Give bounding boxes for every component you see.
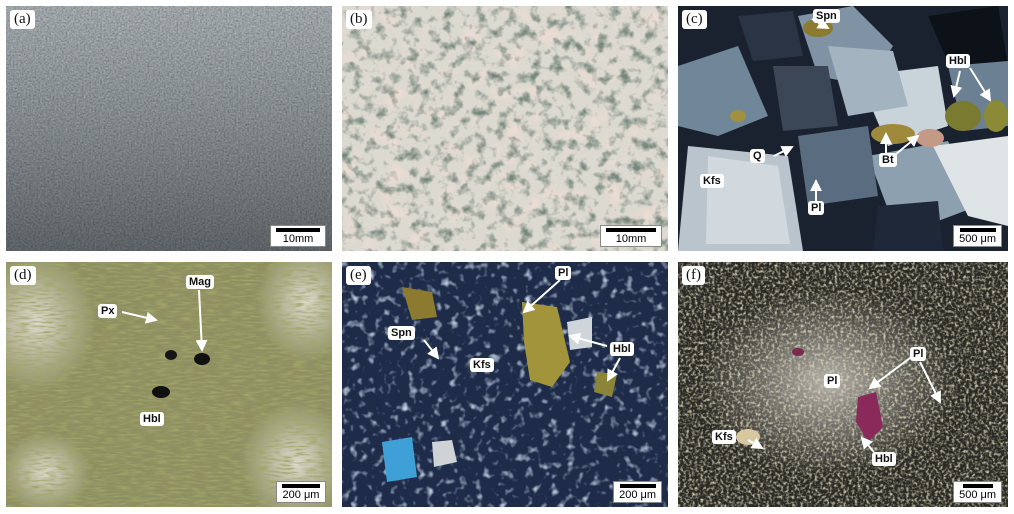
scale-bar: 200 μm — [613, 481, 662, 503]
scale-bar-label: 10mm — [282, 233, 314, 245]
annotation-pl: Pl — [808, 201, 825, 215]
panel-label: (f) — [682, 266, 705, 285]
scale-bar: 200 μm — [276, 481, 326, 503]
annotation-bt: Bt — [879, 153, 897, 167]
panel-b-image — [342, 6, 668, 251]
scale-bar: 500 μm — [953, 225, 1002, 247]
panel-f-image — [678, 262, 1008, 507]
annotation-pl: Pl — [824, 374, 841, 388]
scale-bar: 10mm — [600, 225, 662, 247]
scale-bar-label: 200 μm — [619, 489, 656, 501]
scale-bar: 10mm — [270, 225, 326, 247]
annotation-q: Q — [750, 149, 765, 163]
annotation-pl: Pl — [910, 347, 927, 361]
annotation-kfs: Kfs — [712, 430, 736, 444]
annotation-hbl: Hbl — [946, 54, 970, 68]
scale-bar-label: 200 μm — [282, 489, 320, 501]
panel-a-image — [6, 6, 332, 251]
panel-c-micrograph: (c) Spn Hbl Q Bt Kfs Pl 500 μm — [678, 6, 1008, 251]
panel-label: (a) — [10, 10, 35, 29]
annotation-hbl: Hbl — [610, 342, 634, 356]
panel-e-micrograph: (e) Pl Spn Hbl Kfs 200 μm — [342, 262, 668, 507]
scale-bar-label: 500 μm — [959, 233, 996, 245]
annotation-spn: Spn — [388, 326, 415, 340]
annotation-mag: Mag — [186, 275, 214, 289]
annotation-spn: Spn — [813, 9, 840, 23]
panel-label: (d) — [10, 266, 36, 285]
scale-bar-label: 10mm — [615, 233, 647, 245]
panel-d-micrograph: (d) Px Mag Hbl 200 μm — [6, 262, 332, 507]
panel-b-hand-specimen: (b) 10mm — [342, 6, 668, 251]
panel-label: (c) — [682, 10, 707, 29]
annotation-px: Px — [98, 304, 118, 318]
annotation-kfs: Kfs — [470, 358, 494, 372]
panel-e-image — [342, 262, 668, 507]
panel-f-micrograph: (f) Pl Pl Kfs Hbl 500 μm — [678, 262, 1008, 507]
panel-c-image — [678, 6, 1008, 251]
annotation-kfs: Kfs — [700, 174, 724, 188]
annotation-pl: Pl — [555, 266, 572, 280]
panel-a-hand-specimen: (a) 10mm — [6, 6, 332, 251]
panel-d-image — [6, 262, 332, 507]
annotation-hbl: Hbl — [140, 412, 164, 426]
annotation-hbl: Hbl — [872, 452, 896, 466]
scale-bar-label: 500 μm — [959, 489, 996, 501]
scale-bar: 500 μm — [953, 481, 1002, 503]
panel-label: (e) — [346, 266, 371, 285]
panel-label: (b) — [346, 10, 372, 29]
